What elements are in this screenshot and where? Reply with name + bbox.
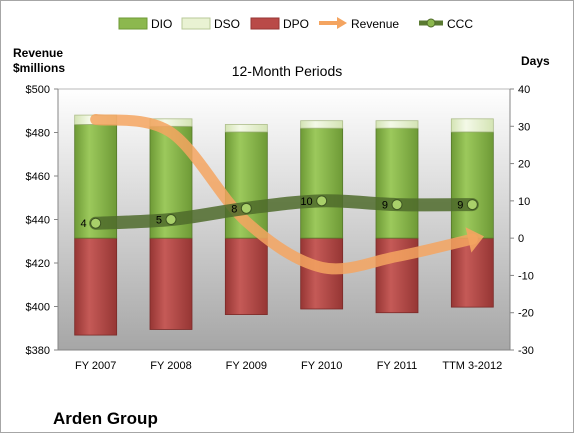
ccc-data-label: 9 xyxy=(457,200,463,212)
legend: DIO DSO DPO Revenue CCC xyxy=(118,17,473,31)
ccc-data-label: 9 xyxy=(382,200,388,212)
left-tick-label: $500 xyxy=(26,84,50,96)
right-tick-label: 0 xyxy=(518,233,524,245)
dso-bar xyxy=(450,118,494,133)
legend-label-revenue: Revenue xyxy=(351,17,399,31)
x-tick-label: FY 2009 xyxy=(226,360,267,372)
right-tick-label: 10 xyxy=(518,196,530,208)
right-axis-ticks: -30 -20 -10 0 10 20 30 40 xyxy=(510,84,534,357)
chart-title: 12-Month Periods xyxy=(232,63,343,79)
left-tick-label: $380 xyxy=(26,345,50,357)
ccc-line xyxy=(89,194,479,230)
left-tick-label: $480 xyxy=(26,128,50,140)
dpo-bar xyxy=(74,237,118,336)
ccc-data-label: 10 xyxy=(300,196,312,208)
legend-label-ccc: CCC xyxy=(447,17,473,31)
dso-bar xyxy=(224,124,268,133)
ccc-data-label: 4 xyxy=(81,218,87,230)
revenue-line xyxy=(90,113,478,275)
right-tick-label: 30 xyxy=(518,121,530,133)
right-tick-label: -30 xyxy=(518,345,534,357)
legend-swatch-dio xyxy=(118,17,148,30)
right-tick-label: 40 xyxy=(518,84,530,96)
dio-bar xyxy=(450,131,494,239)
dpo-bar xyxy=(149,237,193,330)
legend-arrow-icon xyxy=(319,17,347,29)
legend-label-dso: DSO xyxy=(214,17,240,31)
dio-bar xyxy=(375,127,419,239)
legend-swatch-dso xyxy=(181,17,211,30)
ccc-point xyxy=(316,195,328,207)
x-tick-label: FY 2010 xyxy=(301,360,342,372)
revenue-layer xyxy=(90,113,485,275)
x-tick-label: TTM 3-2012 xyxy=(442,360,502,372)
x-tick-label: FY 2011 xyxy=(377,360,418,372)
legend-label-dpo: DPO xyxy=(283,17,309,31)
x-tick-label: FY 2008 xyxy=(150,360,191,372)
x-tick-label: FY 2007 xyxy=(75,360,116,372)
x-axis-labels: FY 2007 FY 2008 FY 2009 FY 2010 FY 2011 TTM 3… xyxy=(75,360,502,372)
right-tick-label: -20 xyxy=(518,308,534,320)
ccc-point xyxy=(391,199,403,211)
left-tick-label: $400 xyxy=(26,302,50,314)
ccc-layer: 4 5 8 10 9 9 xyxy=(81,194,479,230)
ccc-point xyxy=(90,217,102,229)
company-name: Arden Group xyxy=(53,409,158,428)
right-axis-label: Days xyxy=(521,54,550,68)
dio-bar xyxy=(300,127,344,239)
legend-label-dio: DIO xyxy=(151,17,172,31)
dso-bar xyxy=(375,120,419,129)
legend-ccc-icon xyxy=(419,18,443,28)
left-axis-label-line2: $millions xyxy=(13,61,65,75)
dso-bar xyxy=(300,120,344,129)
revenue-arrowhead xyxy=(465,227,485,253)
left-tick-label: $420 xyxy=(26,258,50,270)
right-tick-label: 20 xyxy=(518,159,530,171)
dpo-bar xyxy=(224,237,268,315)
left-axis-ticks: $380 $400 $420 $440 $460 $480 $500 xyxy=(26,84,58,357)
ccc-point xyxy=(240,202,252,214)
left-axis-label-line1: Revenue xyxy=(13,46,63,60)
ccc-data-label: 8 xyxy=(231,203,237,215)
right-tick-label: -10 xyxy=(518,270,534,282)
left-tick-label: $460 xyxy=(26,171,50,183)
ccc-data-label: 5 xyxy=(156,215,162,227)
left-tick-label: $440 xyxy=(26,215,50,227)
legend-swatch-dpo xyxy=(250,17,280,30)
ccc-point xyxy=(165,214,177,225)
ccc-point xyxy=(466,199,478,211)
